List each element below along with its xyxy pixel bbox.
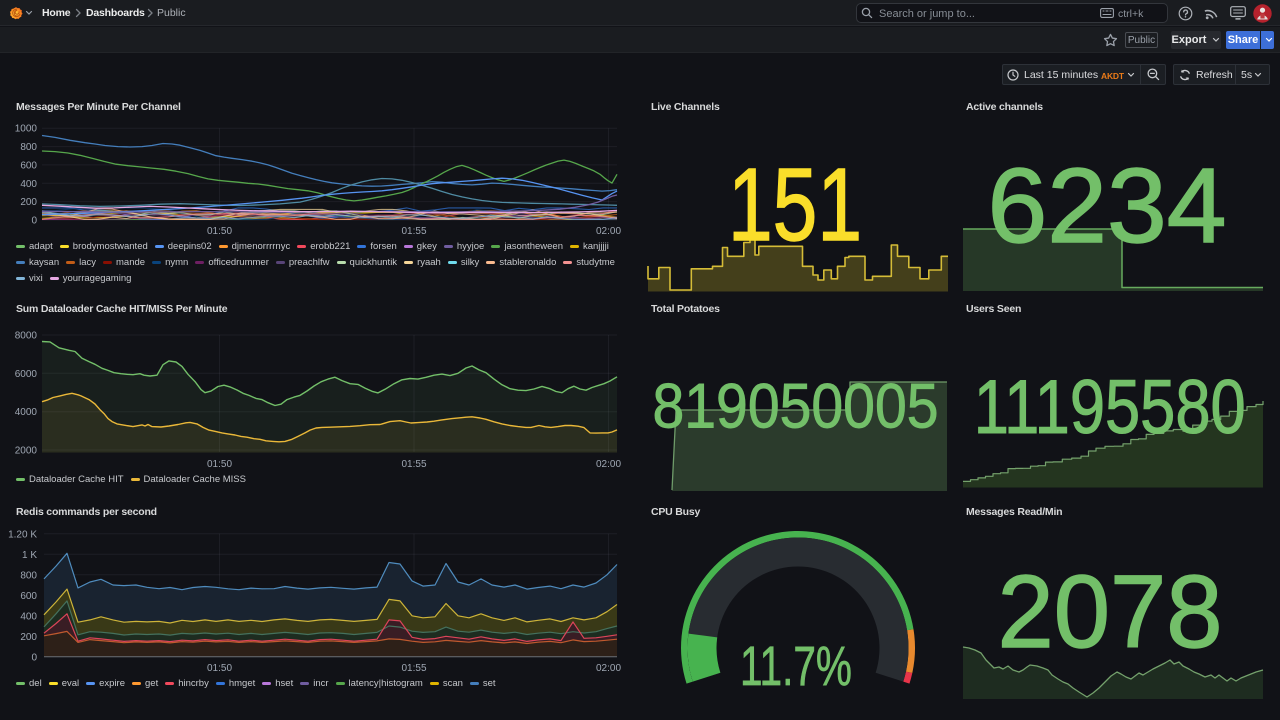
- svg-text:8000: 8000: [15, 331, 38, 342]
- svg-text:0: 0: [31, 652, 37, 663]
- svg-text:800: 800: [20, 570, 37, 581]
- svg-text:1000: 1000: [15, 124, 38, 135]
- svg-text:400: 400: [20, 179, 37, 190]
- svg-text:6000: 6000: [15, 369, 38, 380]
- svg-text:200: 200: [20, 197, 37, 208]
- svg-text:1.20 K: 1.20 K: [8, 529, 37, 540]
- svg-text:200: 200: [20, 632, 37, 643]
- svg-text:02:00: 02:00: [596, 226, 621, 237]
- svg-text:02:00: 02:00: [596, 459, 621, 470]
- svg-text:11195580: 11195580: [974, 365, 1246, 450]
- svg-text:01:50: 01:50: [207, 459, 232, 470]
- svg-text:4000: 4000: [15, 407, 38, 418]
- svg-text:01:50: 01:50: [207, 663, 232, 674]
- svg-text:1 K: 1 K: [22, 550, 37, 561]
- svg-text:01:50: 01:50: [207, 226, 232, 237]
- svg-text:01:55: 01:55: [401, 226, 426, 237]
- svg-text:11.7%: 11.7%: [740, 634, 852, 697]
- svg-text:151: 151: [728, 147, 862, 262]
- svg-text:600: 600: [20, 591, 37, 602]
- svg-text:819050005: 819050005: [653, 372, 939, 442]
- svg-text:400: 400: [20, 611, 37, 622]
- svg-text:01:55: 01:55: [401, 663, 426, 674]
- svg-text:01:55: 01:55: [401, 459, 426, 470]
- svg-text:2078: 2078: [998, 554, 1223, 669]
- svg-text:6234: 6234: [988, 147, 1227, 265]
- svg-text:600: 600: [20, 160, 37, 171]
- svg-text:2000: 2000: [15, 446, 38, 457]
- svg-text:800: 800: [20, 142, 37, 153]
- svg-text:02:00: 02:00: [596, 663, 621, 674]
- svg-text:0: 0: [31, 216, 37, 227]
